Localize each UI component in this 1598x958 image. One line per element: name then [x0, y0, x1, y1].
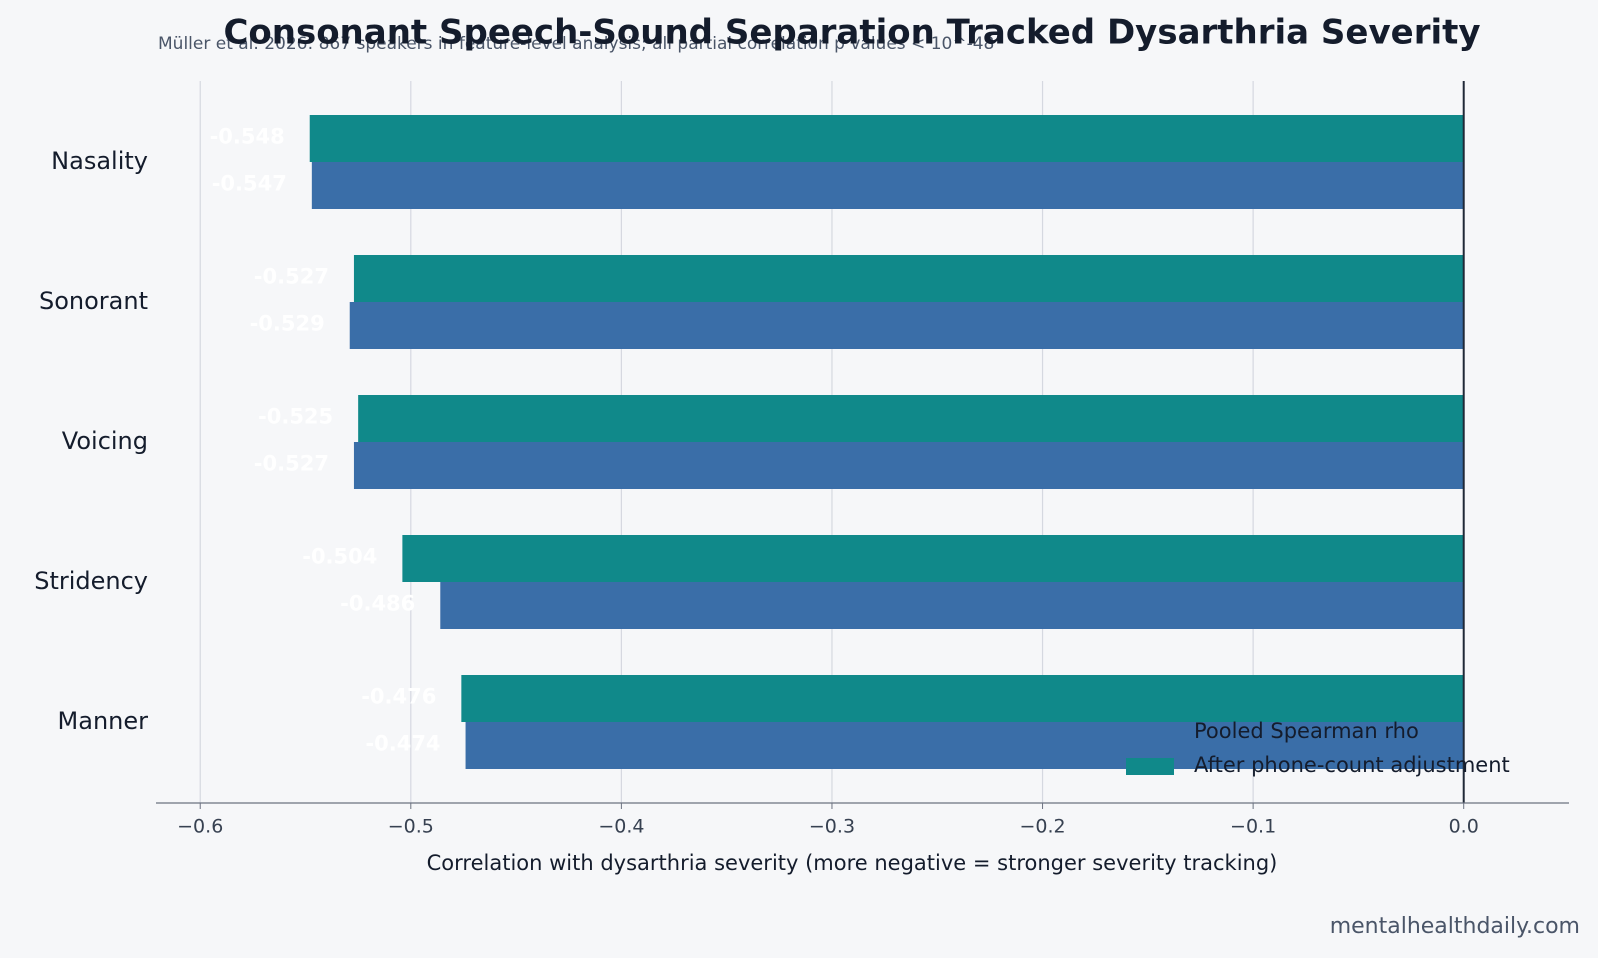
value-label: -0.525 [258, 405, 333, 429]
y-tick-label: Stridency [34, 567, 148, 595]
chart-subtitle: Müller et al. 2026: 867 speakers in feat… [158, 34, 994, 54]
source: mentalhealthdaily.com [1330, 914, 1580, 939]
y-tick-label: Nasality [51, 147, 148, 175]
x-tick-label: −0.2 [1019, 816, 1065, 838]
x-axis-label: Correlation with dysarthria severity (mo… [427, 851, 1278, 875]
value-label: -0.527 [254, 265, 329, 289]
bar [311, 162, 1464, 209]
value-label: -0.529 [250, 312, 325, 336]
value-label: -0.547 [212, 172, 287, 196]
x-tick-label: −0.4 [598, 816, 644, 838]
value-label: -0.548 [210, 125, 285, 149]
x-tick-label: −0.1 [1230, 816, 1276, 838]
legend-label: Pooled Spearman rho [1194, 719, 1419, 743]
y-tick-label: Manner [58, 707, 149, 735]
x-tick-label: 0.0 [1449, 816, 1479, 838]
bar [461, 675, 1464, 722]
y-tick-label: Voicing [62, 427, 148, 455]
legend-swatch [1126, 724, 1174, 741]
bar [353, 442, 1464, 489]
bar [349, 302, 1464, 349]
value-label: -0.486 [340, 592, 415, 616]
bar [309, 115, 1464, 162]
chart-title: Consonant Speech-Sound Separation Tracke… [223, 13, 1480, 53]
x-tick-label: −0.5 [388, 816, 434, 838]
bar [358, 395, 1464, 442]
value-label: -0.476 [361, 685, 436, 709]
x-tick-label: −0.3 [809, 816, 855, 838]
y-tick-label: Sonorant [39, 287, 148, 315]
legend-swatch [1126, 758, 1174, 775]
legend-label: After phone-count adjustment [1194, 753, 1510, 777]
x-tick-label: −0.6 [177, 816, 223, 838]
value-label: -0.527 [254, 452, 329, 476]
value-label: -0.474 [365, 732, 440, 756]
bar [402, 535, 1464, 582]
bar [465, 722, 1464, 769]
bar [440, 582, 1464, 629]
bar [353, 255, 1464, 302]
value-label: -0.504 [302, 545, 377, 569]
